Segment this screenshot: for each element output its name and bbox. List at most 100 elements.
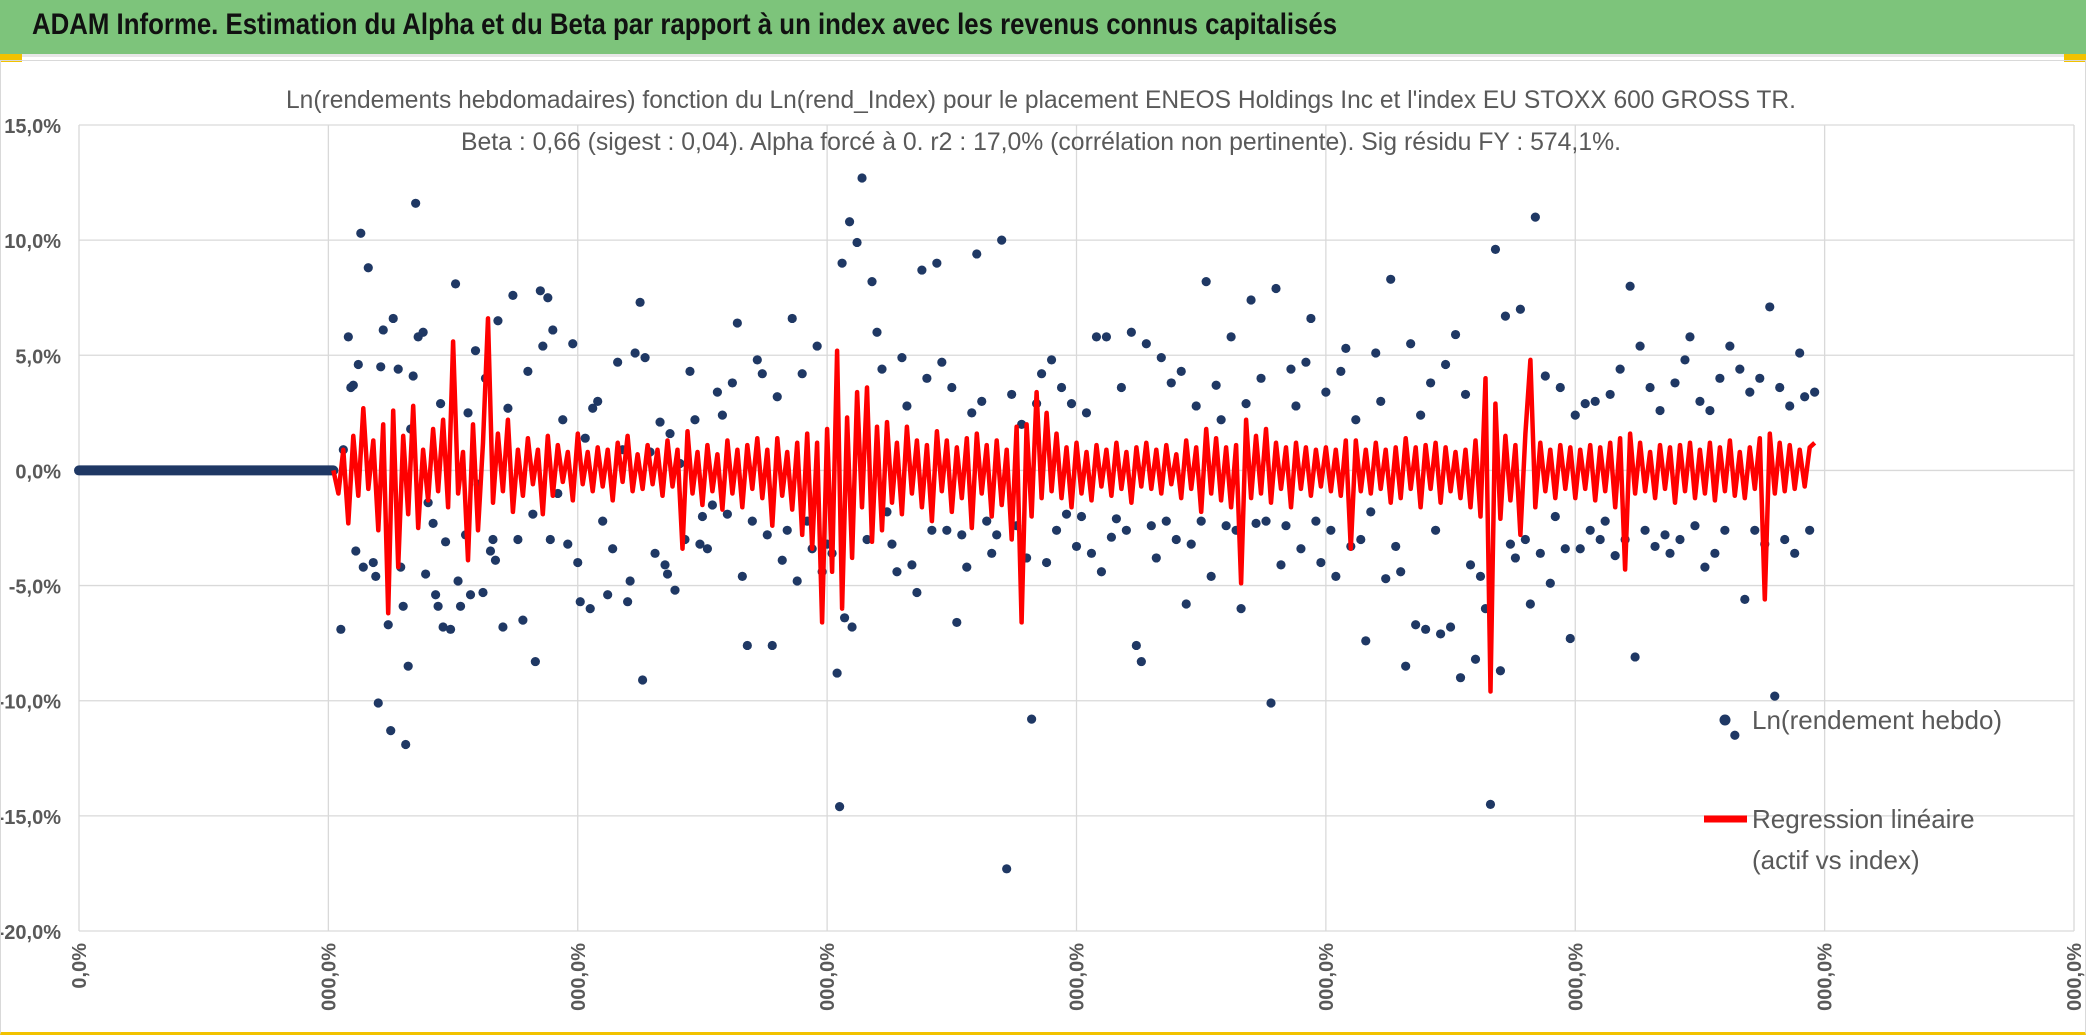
data-point: [1096, 567, 1107, 577]
data-point: [862, 534, 872, 545]
data-point: [867, 276, 877, 287]
data-point: [488, 534, 498, 545]
data-point: [1770, 691, 1780, 701]
data-point: [1580, 399, 1590, 409]
data-point: [563, 539, 573, 549]
data-point: [1465, 560, 1476, 570]
data-point: [1655, 405, 1665, 416]
x-tick-label: 000,0%: [817, 943, 839, 1011]
data-point: [1670, 378, 1680, 388]
data-point: [782, 525, 792, 535]
data-point: [1386, 274, 1396, 284]
data-point: [670, 585, 680, 595]
page-title: ADAM Informe. Estimation du Alpha et du …: [32, 8, 1338, 41]
data-point: [1341, 343, 1351, 353]
chart-legend: Ln(rendement hebdo) Regression linéaire …: [1704, 705, 2002, 875]
data-point: [1685, 332, 1695, 342]
regression-line: [331, 316, 1817, 694]
data-point: [528, 509, 538, 519]
data-point: [665, 428, 675, 439]
data-point: [1780, 534, 1790, 545]
data-point: [1106, 532, 1117, 542]
data-point: [1017, 419, 1027, 429]
data-point: [742, 640, 752, 651]
data-point: [625, 576, 635, 586]
series-regression-line: [331, 316, 1817, 694]
data-point: [1565, 633, 1575, 644]
data-point: [386, 726, 396, 736]
data-point: [1326, 525, 1336, 535]
data-point: [1071, 541, 1082, 552]
legend-label-regression: Regression linéaire (actif vs index): [1752, 804, 1982, 875]
data-point: [1391, 541, 1401, 552]
data-point: [787, 313, 797, 324]
data-point: [485, 546, 496, 556]
data-point: [952, 617, 962, 628]
data-point: [772, 392, 782, 402]
data-point: [1570, 410, 1580, 420]
y-axis-labels: 15,0% 10,0% 5,0% 0,0% -5,0% -10,0% -15,0% -20,0…: [1, 116, 61, 944]
data-point: [712, 387, 723, 397]
data-point: [1625, 281, 1635, 291]
scatter-chart: Ln(rendements hebdomadaires) fonction du…: [1, 86, 2085, 1011]
data-point: [343, 332, 353, 342]
data-point: [356, 228, 366, 238]
data-point: [1575, 544, 1585, 554]
data-point: [1810, 387, 1820, 397]
data-point: [922, 373, 932, 383]
data-point: [947, 382, 957, 393]
data-point: [535, 286, 545, 296]
data-point: [640, 352, 650, 363]
data-point: [877, 364, 887, 374]
data-point: [1790, 548, 1800, 558]
x-tick-label: 000,0%: [2064, 943, 2085, 1011]
data-point: [398, 601, 408, 611]
data-point: [1151, 553, 1161, 563]
data-point: [418, 327, 428, 337]
x-tick-label: 000,0%: [1815, 943, 1837, 1011]
data-point: [1066, 399, 1077, 409]
data-point: [1046, 355, 1057, 365]
data-point: [1251, 518, 1261, 528]
data-point: [757, 369, 767, 379]
data-point: [1121, 525, 1131, 535]
data-point: [962, 562, 972, 572]
data-point: [1241, 399, 1251, 409]
data-point: [1376, 396, 1386, 406]
data-point: [1411, 620, 1421, 630]
data-point: [1505, 539, 1516, 549]
data-point: [1795, 348, 1805, 358]
data-point: [852, 237, 862, 248]
data-point: [887, 539, 897, 549]
data-point: [558, 415, 568, 425]
data-point: [1161, 516, 1171, 526]
data-point: [1715, 373, 1725, 383]
data-point: [353, 359, 363, 370]
data-point: [545, 534, 555, 545]
data-point: [1116, 382, 1126, 393]
data-point: [1745, 387, 1755, 397]
data-point: [727, 378, 737, 388]
y-tick-label: 5,0%: [15, 346, 61, 368]
data-point: [932, 258, 942, 268]
data-point: [717, 410, 727, 420]
data-point: [358, 562, 368, 572]
data-point: [722, 509, 732, 519]
data-point: [1281, 521, 1291, 531]
data-point: [967, 408, 977, 418]
data-point: [695, 539, 705, 549]
data-point: [1500, 311, 1511, 321]
data-point: [1401, 661, 1411, 671]
data-point: [1535, 548, 1545, 558]
y-tick-label: 0,0%: [15, 461, 61, 483]
data-point: [1675, 534, 1685, 545]
data-point: [1545, 578, 1555, 588]
data-point: [1336, 366, 1346, 377]
data-point: [1640, 525, 1650, 535]
data-point: [1605, 389, 1615, 400]
data-point: [371, 571, 381, 581]
data-point: [408, 371, 418, 381]
data-point: [1201, 276, 1211, 287]
data-point: [1600, 516, 1610, 526]
data-point: [777, 555, 787, 565]
